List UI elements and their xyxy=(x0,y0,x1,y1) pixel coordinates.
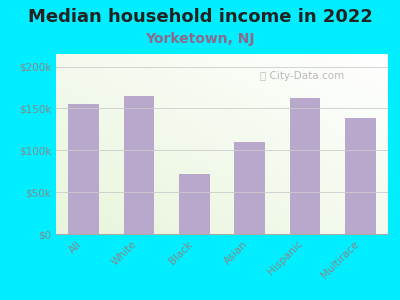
Bar xyxy=(345,118,376,234)
Bar xyxy=(234,142,265,234)
Bar xyxy=(68,104,99,234)
Text: ⓘ City-Data.com: ⓘ City-Data.com xyxy=(260,70,344,81)
Bar xyxy=(124,96,154,234)
Text: Yorketown, NJ: Yorketown, NJ xyxy=(145,32,255,46)
Bar xyxy=(290,98,320,234)
Text: Median household income in 2022: Median household income in 2022 xyxy=(28,8,372,26)
Bar xyxy=(179,174,210,234)
